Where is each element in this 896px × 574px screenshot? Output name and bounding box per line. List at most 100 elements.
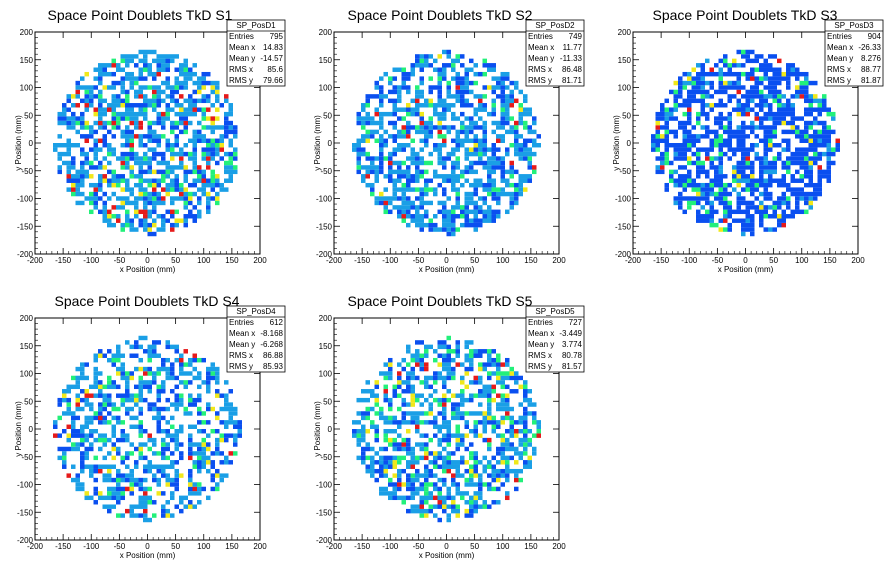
histogram-bin — [143, 495, 148, 501]
histogram-bin — [772, 169, 777, 175]
histogram-bin — [473, 429, 478, 434]
histogram-bin — [397, 94, 402, 99]
histogram-bin — [374, 437, 379, 443]
histogram-bin — [102, 165, 107, 170]
histogram-bin — [451, 349, 456, 354]
x-axis-title: x Position (mm) — [419, 265, 475, 274]
histogram-bin — [718, 125, 723, 130]
histogram-bin — [736, 205, 741, 210]
histogram-bin — [664, 107, 669, 112]
histogram-bin — [464, 214, 469, 219]
histogram-bin — [224, 380, 229, 385]
histogram-bin — [170, 344, 175, 350]
histogram-bin — [192, 71, 197, 77]
histogram-bin — [192, 107, 197, 112]
histogram-bin — [518, 178, 523, 183]
histogram-bin — [120, 98, 125, 104]
histogram-bin — [129, 187, 134, 192]
histogram-bin — [188, 477, 193, 483]
histogram-bin — [424, 209, 429, 215]
histogram-bin — [210, 120, 215, 126]
histogram-bin — [464, 178, 469, 183]
histogram-bin — [482, 71, 487, 77]
histogram-bin — [723, 71, 728, 77]
histogram-bin — [406, 143, 411, 148]
histogram-bin — [509, 89, 514, 95]
histogram-bin — [170, 200, 175, 206]
histogram-bin — [718, 111, 723, 117]
histogram-bin — [514, 460, 519, 465]
histogram-bin — [134, 111, 139, 117]
histogram-bin — [437, 500, 442, 505]
histogram-bin — [410, 353, 415, 358]
histogram-bin — [206, 196, 211, 201]
histogram-bin — [523, 433, 528, 438]
histogram-bin — [763, 58, 768, 64]
histogram-bin — [143, 455, 148, 461]
histogram-bin — [93, 486, 98, 492]
histogram-bin — [469, 495, 474, 501]
histogram-bin — [138, 143, 143, 148]
histogram-bin — [401, 500, 406, 505]
histogram-bin — [786, 196, 791, 201]
histogram-bin — [745, 71, 750, 77]
histogram-bin — [201, 429, 206, 434]
histogram-bin — [170, 371, 175, 376]
histogram-bin — [491, 169, 496, 175]
histogram-bin — [786, 76, 791, 81]
histogram-bin — [790, 151, 795, 157]
histogram-bin — [505, 437, 510, 443]
histogram-bin — [678, 147, 683, 152]
histogram-bin — [102, 138, 107, 143]
y-axis-title: y Position (mm) — [14, 401, 23, 457]
histogram-bins — [651, 49, 840, 237]
x-tick-label: 200 — [552, 256, 566, 265]
histogram-bin — [673, 156, 678, 161]
histogram-bin — [777, 143, 782, 148]
histogram-bin — [383, 397, 388, 403]
histogram-bin — [491, 349, 496, 354]
histogram-bin — [500, 169, 505, 175]
histogram-bin — [682, 196, 687, 201]
histogram-bin — [741, 125, 746, 130]
histogram-bin — [406, 460, 411, 465]
histogram-bin — [759, 178, 764, 183]
histogram-bin — [233, 147, 238, 152]
histogram-bin — [352, 420, 357, 425]
histogram-bin — [129, 191, 134, 197]
histogram-bin — [518, 116, 523, 121]
histogram-bin — [487, 437, 492, 443]
histogram-bin — [410, 495, 415, 501]
histogram-bin — [732, 129, 737, 135]
histogram-bin — [442, 222, 447, 228]
histogram-bin — [714, 156, 719, 161]
histogram-bin — [356, 420, 361, 425]
histogram-bin — [120, 420, 125, 425]
histogram-bin — [514, 468, 519, 474]
histogram-bin — [687, 143, 692, 148]
histogram-bin — [188, 393, 193, 398]
histogram-bin — [170, 362, 175, 367]
histogram-bin — [188, 362, 193, 367]
histogram-bin — [487, 349, 492, 354]
histogram-bin — [89, 85, 94, 90]
histogram-bin — [741, 169, 746, 175]
histogram-bin — [518, 134, 523, 139]
histogram-bin — [664, 182, 669, 188]
histogram-bin — [143, 214, 148, 219]
histogram-bin — [107, 63, 112, 68]
histogram-bin — [682, 129, 687, 135]
histogram-bin — [700, 214, 705, 219]
histogram-bin — [473, 375, 478, 381]
histogram-bin — [66, 424, 71, 429]
histogram-bin — [84, 94, 89, 99]
histogram-bin — [107, 143, 112, 148]
histogram-bin — [80, 371, 85, 376]
histogram-bin — [356, 169, 361, 175]
histogram-bin — [138, 71, 143, 77]
y-tick-label: 0 — [29, 425, 34, 434]
histogram-bin — [478, 433, 483, 438]
histogram-bin — [424, 468, 429, 474]
histogram-bin — [455, 214, 460, 219]
histogram-bin — [125, 384, 130, 390]
